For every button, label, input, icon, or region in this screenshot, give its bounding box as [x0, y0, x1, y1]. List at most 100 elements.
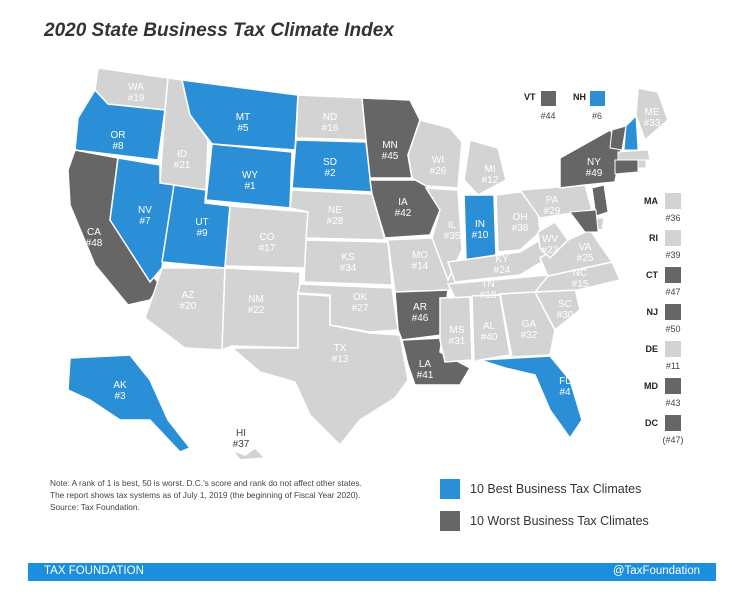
- state-rank-nc: #15: [572, 279, 589, 290]
- state-rank-mo: #14: [412, 261, 429, 272]
- state-label-co: CO: [260, 232, 275, 243]
- note-line-2: The report shows tax systems as of July …: [50, 490, 361, 500]
- state-label-ca: CA: [87, 227, 101, 238]
- state-fl: [479, 355, 583, 440]
- callout-label-vt: VT: [524, 92, 536, 102]
- state-ny: [559, 129, 623, 189]
- legend-worst-swatch: [440, 511, 460, 531]
- note-line-3: Source: Tax Foundation.: [50, 502, 140, 512]
- state-label-ks: KS: [341, 252, 355, 263]
- us-map: WA#19 OR#8 CA#48 ID#21 NV#7 MT#5 WY#1 UT#9 AZ#20…: [67, 67, 684, 460]
- state-label-ia: IA: [398, 197, 408, 208]
- footer-handle: @TaxFoundation: [612, 565, 700, 577]
- state-label-ak: AK: [113, 380, 127, 391]
- state-rank-co: #17: [259, 243, 276, 254]
- state-label-tn: TN: [481, 279, 494, 290]
- legend-best-label: 10 Best Business Tax Climates: [470, 482, 642, 496]
- state-rank-ia: #42: [395, 208, 412, 219]
- side-swatch-nj: [665, 304, 681, 320]
- side-swatch-de: [665, 341, 681, 357]
- state-rank-me: #33: [644, 118, 661, 129]
- state-rank-va: #25: [577, 253, 594, 264]
- callout-label-nh: NH: [573, 92, 586, 102]
- state-rank-mt: #5: [237, 123, 249, 134]
- state-il: [424, 187, 463, 282]
- state-label-nv: NV: [138, 205, 152, 216]
- state-ks: [303, 239, 393, 286]
- state-label-ga: GA: [522, 319, 537, 330]
- state-label-mn: MN: [382, 140, 398, 151]
- legend-worst-label: 10 Worst Business Tax Climates: [470, 514, 649, 528]
- side-swatch-ri: [665, 230, 681, 246]
- state-rank-wy: #1: [244, 181, 256, 192]
- state-label-al: AL: [483, 321, 496, 332]
- side-rank-nj: #50: [665, 324, 680, 334]
- state-rank-or: #8: [112, 141, 124, 152]
- side-rank-de: #11: [666, 361, 680, 371]
- state-rank-id: #21: [174, 160, 191, 171]
- side-rank-ct: #47: [665, 287, 680, 297]
- state-rank-pa: #29: [544, 206, 561, 217]
- state-ms: [439, 296, 473, 363]
- state-wv: [537, 221, 569, 260]
- note-line-1: Note: A rank of 1 is best, 50 is worst. …: [50, 478, 362, 488]
- state-label-fl: FL: [559, 376, 571, 387]
- callout-swatch-vt: [541, 91, 556, 106]
- state-rank-fl: #4: [559, 387, 571, 398]
- side-label-md: MD: [644, 381, 658, 391]
- state-rank-oh: #38: [512, 223, 529, 234]
- state-rank-ga: #32: [521, 330, 538, 341]
- state-rank-hi: #37: [233, 439, 250, 450]
- state-rank-ny: #49: [586, 168, 603, 179]
- state-ri: [637, 159, 647, 169]
- legend-best-swatch: [440, 479, 460, 499]
- state-label-nc: NC: [573, 268, 587, 279]
- state-label-or: OR: [111, 130, 126, 141]
- note-text: Note: A rank of 1 is best, 50 is worst. …: [50, 477, 430, 513]
- state-nj: [591, 184, 609, 217]
- state-label-mt: MT: [236, 112, 250, 123]
- state-ar: [394, 289, 449, 341]
- state-wi: [407, 119, 463, 189]
- state-label-pa: PA: [546, 195, 559, 206]
- state-hi: [229, 447, 267, 460]
- state-me: [635, 87, 669, 142]
- state-rank-ar: #46: [412, 313, 429, 324]
- state-rank-nd: #16: [322, 123, 339, 134]
- state-label-la: LA: [419, 359, 432, 370]
- state-ma: [617, 149, 651, 161]
- side-swatch-dc: [665, 415, 681, 431]
- side-swatch-ma: [665, 193, 681, 209]
- state-ak: [67, 354, 192, 453]
- state-nm: [221, 267, 301, 352]
- state-rank-ne: #28: [327, 216, 344, 227]
- state-label-wv: WV: [542, 234, 558, 245]
- state-label-wi: WI: [432, 155, 444, 166]
- state-or: [74, 88, 166, 161]
- state-rank-tn: #18: [480, 290, 497, 301]
- state-label-il: IL: [448, 220, 457, 231]
- state-vt: [609, 125, 627, 151]
- state-rank-az: #20: [180, 301, 197, 312]
- state-label-ar: AR: [413, 302, 427, 313]
- callout-swatch-nh: [590, 91, 605, 106]
- callout-rank-nh: #6: [592, 111, 602, 121]
- state-rank-ks: #34: [340, 263, 357, 274]
- state-label-va: VA: [579, 242, 592, 253]
- side-label-de: DE: [645, 344, 658, 354]
- state-rank-il: #35: [444, 231, 461, 242]
- state-md: [569, 209, 599, 233]
- side-rank-md: #43: [665, 398, 680, 408]
- state-rank-wa: #19: [128, 93, 145, 104]
- state-tx: [229, 293, 409, 447]
- state-label-ne: NE: [328, 205, 342, 216]
- side-swatch-md: [665, 378, 681, 394]
- state-label-mo: MO: [412, 250, 428, 261]
- state-label-wy: WY: [242, 170, 258, 181]
- side-swatch-ct: [665, 267, 681, 283]
- state-label-nd: ND: [323, 112, 337, 123]
- state-label-ny: NY: [587, 157, 601, 168]
- state-rank-tx: #13: [332, 354, 349, 365]
- state-label-wa: WA: [128, 82, 144, 93]
- state-label-in: IN: [475, 219, 485, 230]
